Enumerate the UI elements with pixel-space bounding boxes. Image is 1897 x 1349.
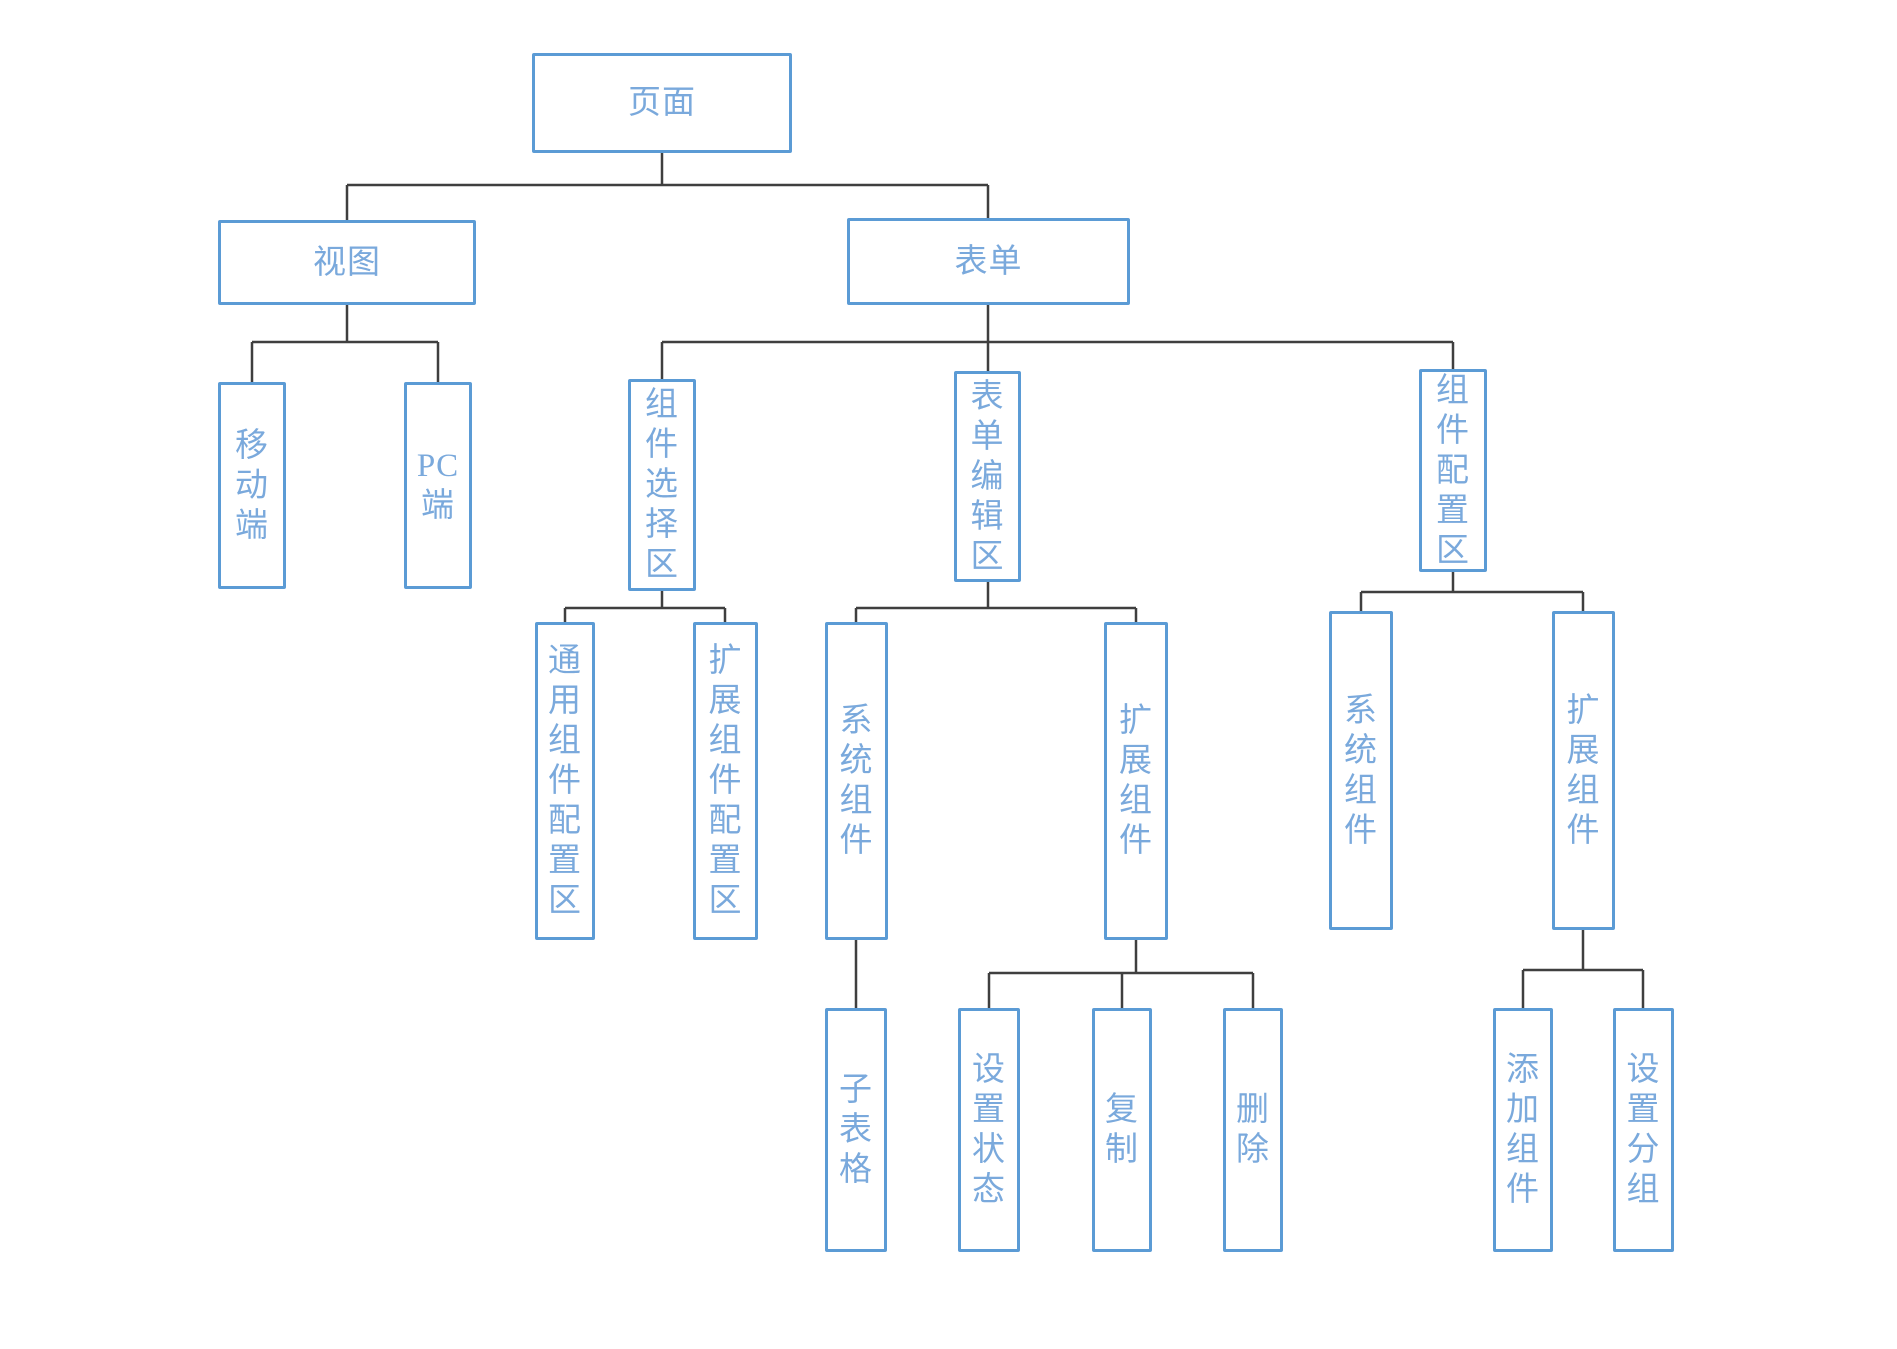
node-general-component-config-area: 通用组件配置区 xyxy=(535,622,595,940)
node-label: 组件配置区 xyxy=(1436,372,1470,569)
node-label: 表单编辑区 xyxy=(970,378,1005,575)
node-label: 添加组件 xyxy=(1506,1052,1540,1208)
node-delete: 删除 xyxy=(1223,1008,1283,1252)
node-extended-component-config-area: 扩展组件配置区 xyxy=(693,622,758,940)
node-label: PC端 xyxy=(416,447,460,524)
node-label: 页面 xyxy=(628,85,696,121)
node-label: 扩展组件配置区 xyxy=(708,643,743,919)
node-label: 系统组件 xyxy=(839,703,874,859)
node-label: 子表格 xyxy=(839,1072,873,1188)
node-form-edit-area: 表单编辑区 xyxy=(954,371,1021,582)
node-extended-components-mid: 扩展组件 xyxy=(1104,622,1168,940)
node-set-status: 设置状态 xyxy=(958,1008,1020,1252)
node-add-component: 添加组件 xyxy=(1493,1008,1553,1252)
node-form: 表单 xyxy=(847,218,1130,305)
node-label: 删除 xyxy=(1236,1092,1270,1168)
node-label: 通用组件配置区 xyxy=(548,643,582,919)
node-pc: PC端 xyxy=(404,382,472,589)
node-label: 设置分组 xyxy=(1626,1052,1661,1208)
node-mobile: 移动端 xyxy=(218,382,286,589)
node-subtable: 子表格 xyxy=(825,1008,887,1252)
node-component-select-area: 组件选择区 xyxy=(628,379,696,591)
node-label: 表单 xyxy=(954,243,1023,280)
node-label: 扩展组件 xyxy=(1566,692,1601,849)
node-component-config-area: 组件配置区 xyxy=(1419,369,1487,572)
node-system-components-left: 系统组件 xyxy=(825,622,888,940)
node-label: 视图 xyxy=(313,244,381,281)
node-page: 页面 xyxy=(532,53,792,153)
node-label: 组件选择区 xyxy=(645,387,679,583)
node-label: 复制 xyxy=(1105,1092,1139,1168)
node-extended-components-right: 扩展组件 xyxy=(1552,611,1615,930)
node-system-components-right: 系统组件 xyxy=(1329,611,1393,930)
node-label: 系统组件 xyxy=(1344,692,1378,849)
node-label: 设置状态 xyxy=(972,1052,1006,1208)
node-label: 扩展组件 xyxy=(1119,703,1153,859)
node-copy: 复制 xyxy=(1092,1008,1152,1252)
node-label: 移动端 xyxy=(235,427,269,544)
node-set-group: 设置分组 xyxy=(1613,1008,1674,1252)
node-view: 视图 xyxy=(218,220,476,305)
